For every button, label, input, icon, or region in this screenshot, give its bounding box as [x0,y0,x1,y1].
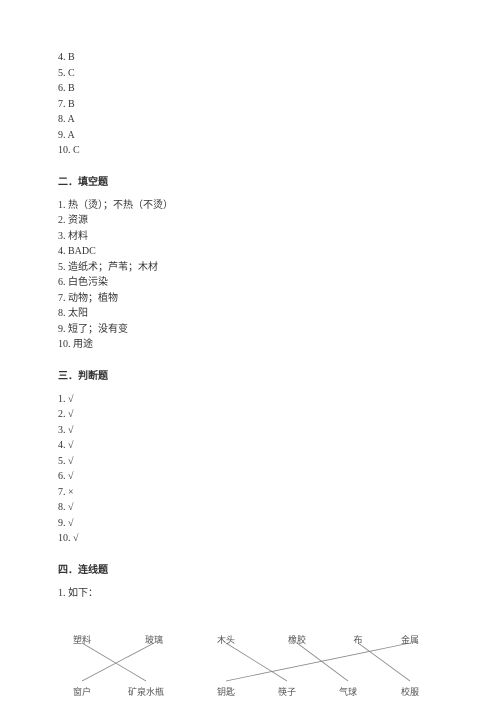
fill-answer-10: 10. 用途 [58,337,442,353]
choice-answer-4: 7. B [58,97,442,113]
matching-line-3 [297,643,348,681]
choice-answer-7: 10. C [58,143,442,159]
fill-answer-9: 9. 短了；没有变 [58,322,442,338]
fill-answer-8: 8. 太阳 [58,306,442,322]
judge-answer-1: 1. √ [58,392,442,408]
matching-top-label-5: 金属 [401,633,419,646]
judge-answer-8: 8. √ [58,500,442,516]
fill-answer-5: 5. 造纸术；芦苇；木材 [58,260,442,276]
judge-answer-2: 2. √ [58,407,442,423]
matching-intro: 1. 如下： [58,586,442,602]
fill-answer-2: 2. 资源 [58,213,442,229]
judge-answer-10: 10. √ [58,531,442,547]
fill-answer-4: 4. BADC [58,244,442,260]
matching-top-label-3: 橡胶 [288,633,306,646]
choice-answer-5: 8. A [58,112,442,128]
matching-bottom-label-2: 钥匙 [217,685,235,698]
judge-answer-3: 3. √ [58,423,442,439]
choice-answer-6: 9. A [58,128,442,144]
matching-bottom-label-0: 窗户 [73,685,91,698]
matching-bottom-label-3: 筷子 [278,685,296,698]
matching-bottom-label-1: 矿泉水瓶 [128,685,164,698]
choice-answers-block: 4. B5. C6. B7. B8. A9. A10. C [58,50,442,159]
judge-answer-7: 7. × [58,485,442,501]
choice-answer-3: 6. B [58,81,442,97]
matching-top-label-4: 布 [353,633,362,646]
judge-answers-block: 1. √2. √3. √4. √5. √6. √7. ×8. √9. √10. … [58,392,442,547]
matching-lines-svg [58,619,442,709]
matching-line-5 [226,643,410,681]
judge-answer-5: 5. √ [58,454,442,470]
section-4-heading: 四．连线题 [58,561,442,576]
judge-answer-6: 6. √ [58,469,442,485]
matching-bottom-label-4: 气球 [339,685,357,698]
matching-line-1 [82,643,154,681]
matching-line-2 [226,643,287,681]
choice-answer-2: 5. C [58,66,442,82]
matching-top-label-1: 玻璃 [145,633,163,646]
judge-answer-9: 9. √ [58,516,442,532]
section-2-heading: 二．填空题 [58,173,442,188]
matching-line-0 [82,643,146,681]
fill-answers-block: 1. 热（烫）；不热（不烫）2. 资源3. 材料4. BADC5. 造纸术；芦苇… [58,198,442,353]
matching-top-label-0: 塑料 [73,633,91,646]
fill-answer-1: 1. 热（烫）；不热（不烫） [58,198,442,214]
fill-answer-3: 3. 材料 [58,229,442,245]
matching-diagram: 塑料 玻璃 木头 橡胶 布 金属窗户 矿泉水瓶 钥匙 筷子 气球 校服 [58,619,442,709]
fill-answer-7: 7. 动物；植物 [58,291,442,307]
matching-bottom-label-5: 校服 [401,685,419,698]
choice-answer-1: 4. B [58,50,442,66]
matching-top-label-2: 木头 [217,633,235,646]
fill-answer-6: 6. 白色污染 [58,275,442,291]
section-3-heading: 三．判断题 [58,367,442,382]
judge-answer-4: 4. √ [58,438,442,454]
